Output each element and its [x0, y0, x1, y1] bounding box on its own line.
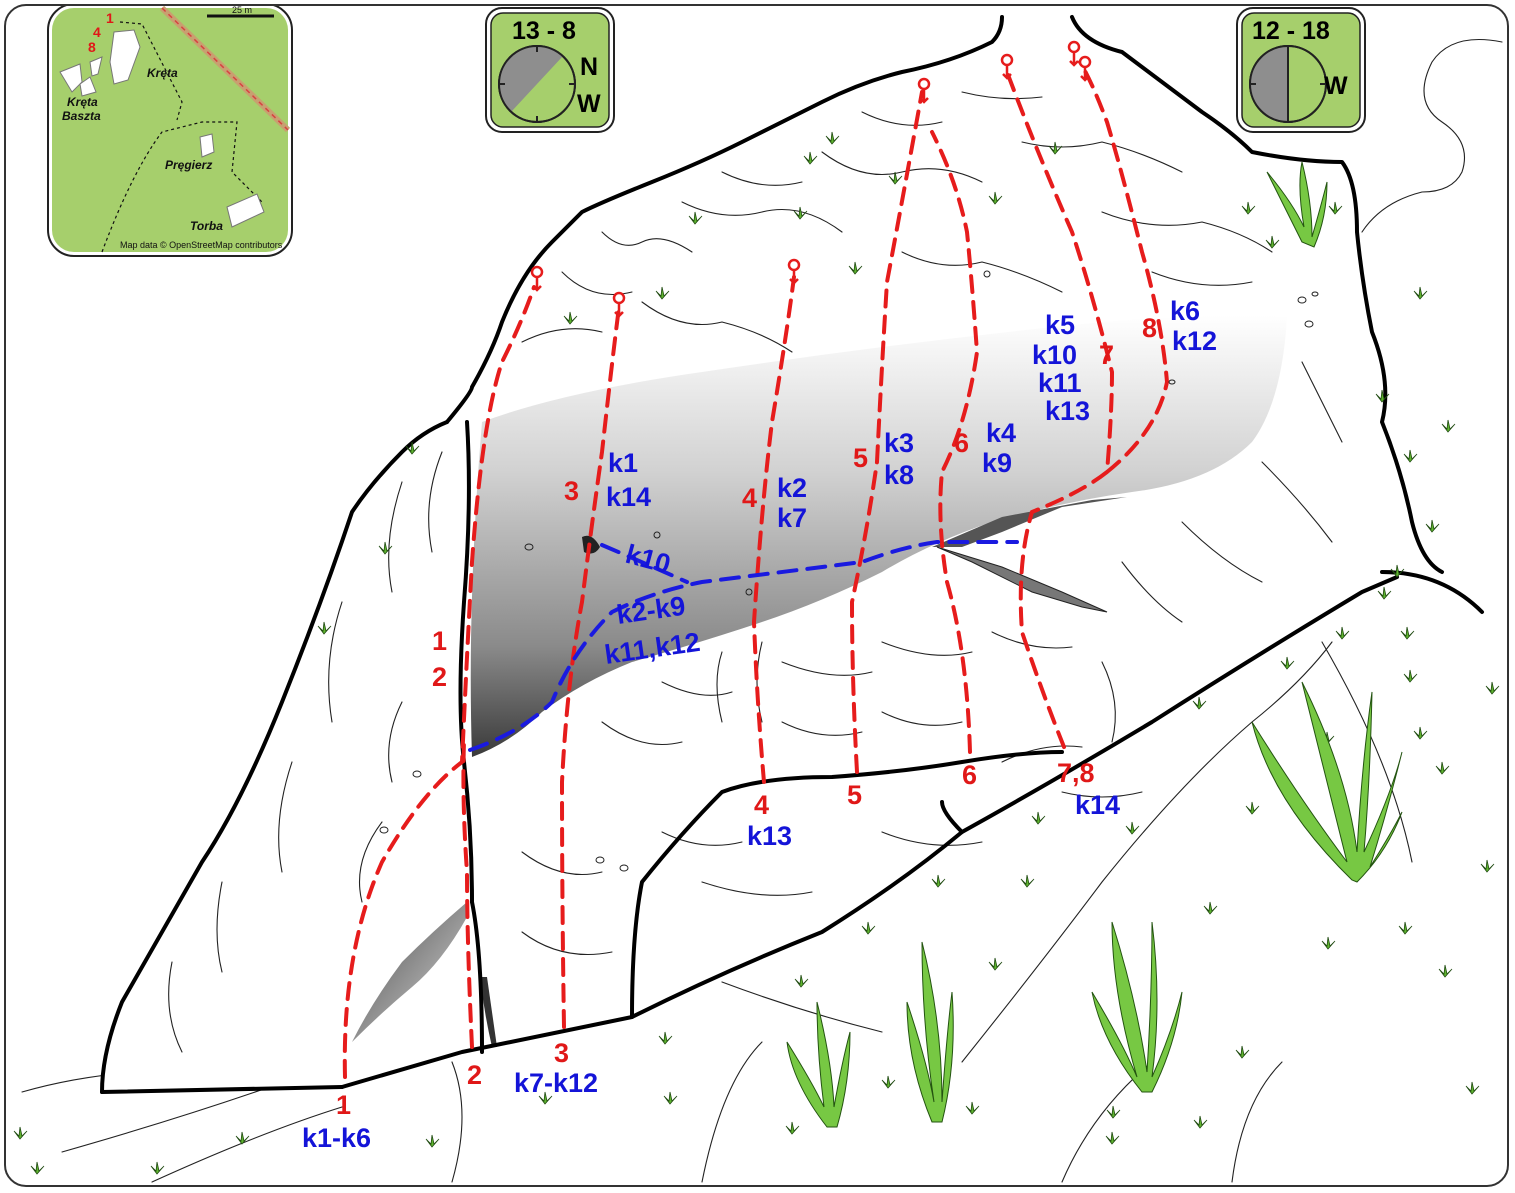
climbing-topo: 1 2 3 4 5 6 7,8 1 2 3 4 5 6 7 8 k1-k6 k7… [13, 6, 1503, 1183]
route-label: 2 [432, 662, 447, 692]
sun-badge-left: 13 - 8 N W [485, 7, 615, 133]
route-6 [930, 130, 980, 754]
map-place-label: Pręgierz [165, 158, 212, 172]
variant-label: k1 [608, 448, 638, 478]
anchor-icon [917, 77, 931, 104]
anchor-icon [787, 258, 801, 285]
routes [342, 60, 1170, 1079]
route-label: 3 [554, 1038, 569, 1068]
route-4 [751, 275, 796, 784]
rock-body [102, 17, 1442, 1092]
variant-label: k2 [777, 473, 807, 503]
anchor-icon [1000, 53, 1014, 80]
ground-lines [21, 39, 1503, 1183]
sun-hours-label: 13 - 8 [512, 17, 576, 45]
map-place-label: Kręta [67, 95, 98, 109]
route-label: 4 [742, 483, 757, 513]
route-label: 3 [564, 476, 579, 506]
topo-frame: 1 2 3 4 5 6 7,8 1 2 3 4 5 6 7 8 k1-k6 k7… [4, 4, 1509, 1187]
rock-outline [100, 15, 1484, 1094]
map-place-label: Torba [190, 219, 223, 233]
variant-label: k12 [1172, 326, 1217, 356]
route-label: 4 [754, 790, 769, 820]
variant-label: k11 [1038, 368, 1082, 398]
route-label: 6 [954, 428, 969, 458]
route-label: 5 [853, 443, 868, 473]
variant-label: k5 [1045, 310, 1075, 340]
map-route-number: 4 [93, 24, 101, 40]
variant-label: k13 [747, 821, 792, 851]
route-label: 5 [847, 780, 862, 810]
map-place-label: Kręta [147, 66, 178, 80]
route-label: 1 [432, 626, 447, 656]
route-8 [1078, 60, 1170, 474]
variant-label: k14 [1075, 790, 1120, 820]
route-3 [559, 305, 621, 1029]
sun-hours-label: 12 - 18 [1252, 17, 1330, 45]
anchor-icon [1067, 40, 1081, 67]
variant-label: k1-k6 [302, 1123, 371, 1153]
map-route-number: 1 [106, 10, 114, 26]
inset-map: 25 m 1 4 8 Kręta Kręta Baszta Pręgierz T… [47, 6, 293, 257]
variant-label: k7-k12 [514, 1068, 598, 1098]
variant-label: k13 [1045, 396, 1090, 426]
route-label: 8 [1142, 313, 1157, 343]
traverse-k10 [600, 543, 689, 584]
variant-label: k14 [606, 482, 651, 512]
route-label: 7,8 [1057, 758, 1095, 788]
route-numbers: 1 2 3 4 5 6 7,8 1 2 3 4 5 6 7 8 [336, 313, 1157, 1120]
variant-label: k9 [982, 448, 1012, 478]
route-label: 2 [467, 1060, 482, 1090]
route-1 [342, 285, 536, 1079]
map-scale-label: 25 m [232, 6, 252, 15]
route-2 [461, 740, 474, 1049]
anchor-icon [1078, 55, 1092, 82]
traverse-main [468, 540, 1019, 752]
tall-grass [786, 161, 1403, 1128]
traverses [468, 540, 1019, 752]
variant-label: k8 [884, 460, 914, 490]
route-5 [849, 90, 924, 774]
variant-label: k4 [986, 418, 1016, 448]
variant-label: k6 [1170, 296, 1200, 326]
map-route-number: 8 [88, 39, 96, 55]
route-label: 6 [962, 760, 977, 790]
variant-label: k10 [1032, 340, 1077, 370]
variant-label: k7 [777, 503, 807, 533]
variant-label: k3 [884, 428, 914, 458]
anchors [530, 40, 1092, 318]
map-place-label: Baszta [62, 109, 101, 123]
compass-direction-label: W [577, 90, 601, 118]
sun-badge-right: 12 - 18 W [1236, 7, 1366, 133]
route-label: 1 [336, 1090, 351, 1120]
compass-direction-label: W [1324, 72, 1348, 100]
route-7 [1005, 70, 1115, 749]
rock-texture [168, 91, 1343, 1053]
map-attribution: Map data © OpenStreetMap contributors [120, 240, 283, 250]
route-label: 7 [1099, 340, 1114, 370]
compass-direction-label: N [580, 53, 598, 81]
anchor-icon [530, 265, 544, 292]
pebbles [379, 270, 1319, 872]
anchor-icon [612, 291, 626, 318]
